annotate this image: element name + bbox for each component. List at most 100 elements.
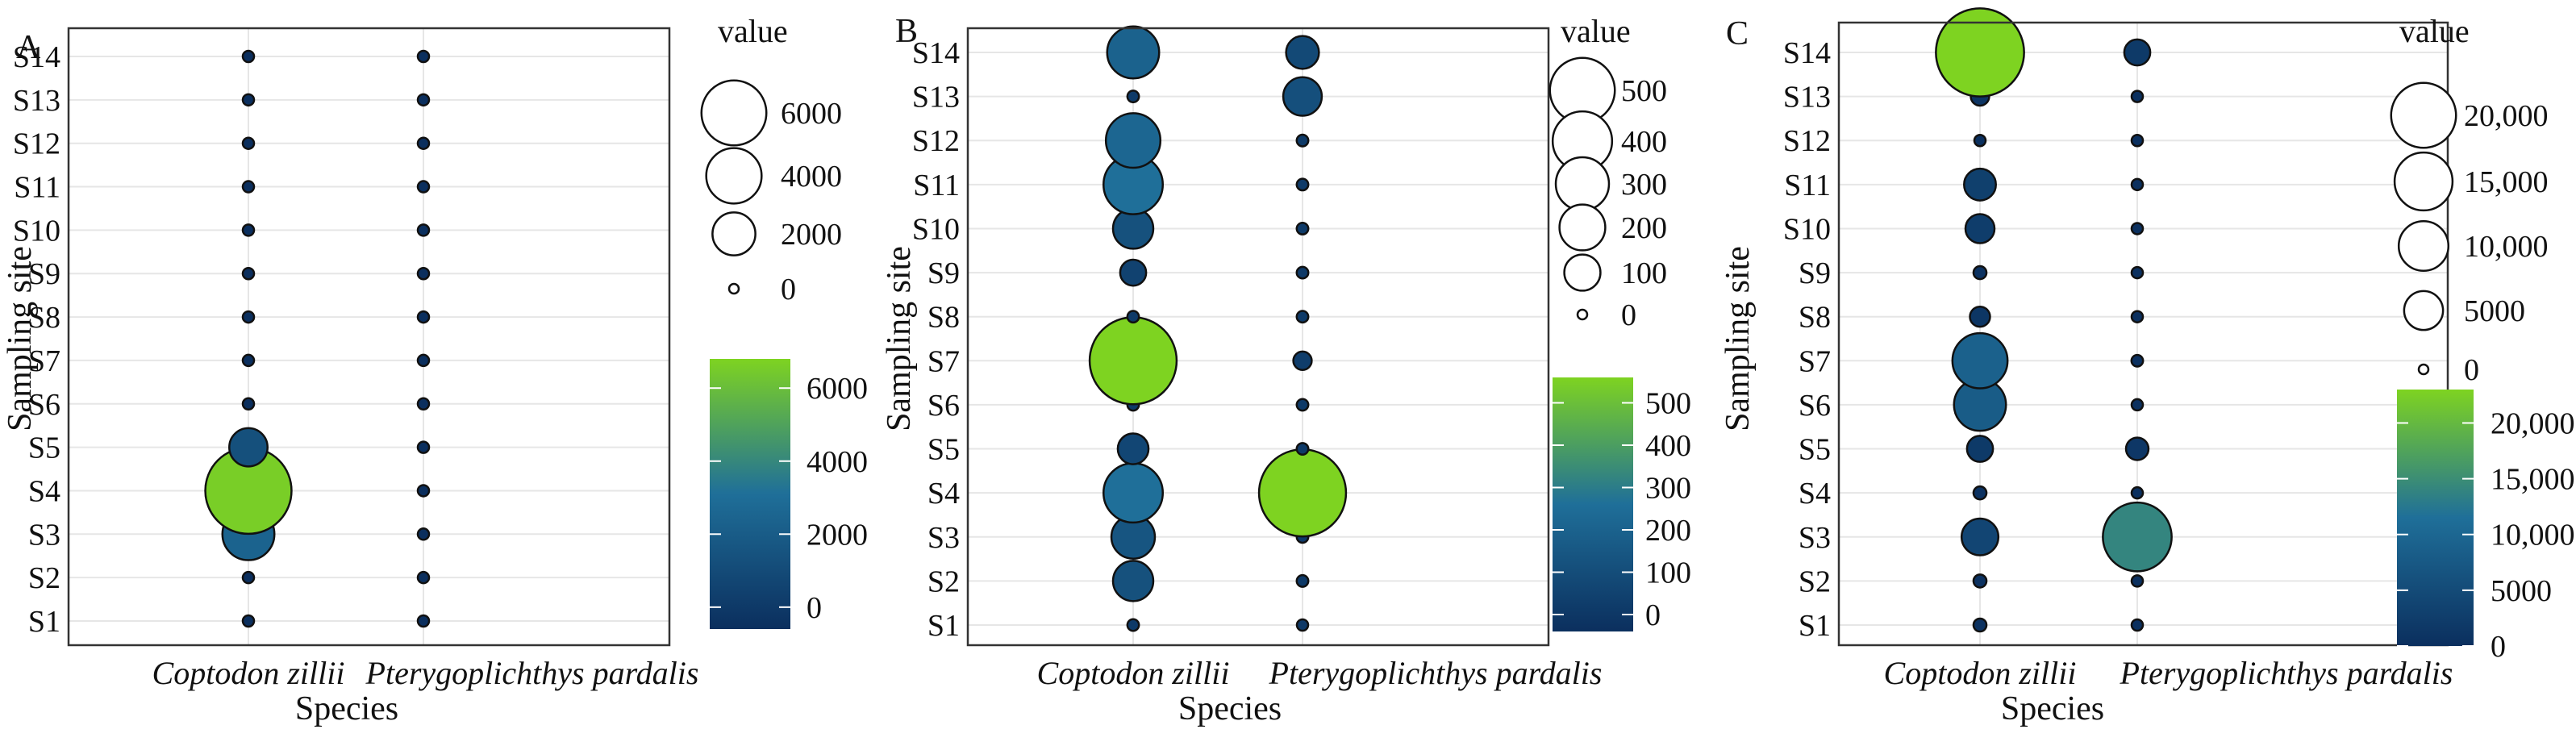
y-axis-title: Sampling site — [881, 246, 918, 431]
colorbar-label: 500 — [1645, 387, 1691, 421]
data-point — [416, 397, 431, 411]
colorbar-label: 0 — [807, 591, 822, 625]
y-tick-label: S13 — [912, 81, 960, 115]
data-point — [228, 427, 269, 468]
y-tick-label: S9 — [927, 256, 960, 290]
data-point — [416, 223, 431, 237]
legend-size-circle — [2417, 363, 2430, 376]
legend-size-circle — [705, 147, 763, 205]
data-point — [416, 266, 431, 281]
data-point — [1292, 350, 1313, 371]
data-point — [1295, 177, 1310, 192]
y-tick-label: S7 — [1799, 344, 1831, 378]
data-point — [1104, 112, 1162, 169]
legend-size-circle — [1576, 308, 1589, 321]
y-tick-label: S3 — [1799, 521, 1831, 555]
data-point — [1295, 618, 1310, 632]
data-point — [2130, 353, 2145, 368]
colorbar-label: 5000 — [2491, 574, 2552, 608]
data-point — [1973, 133, 1987, 148]
y-tick-label: S12 — [1783, 124, 1831, 158]
panel-C: S1 S2 S3 S4 S5 S6 S7 S8 S9 S10 S11 S12 S13 S14 Coptodo… — [1719, 7, 2575, 727]
colorbar — [2397, 390, 2474, 646]
legend-size-circle — [1554, 156, 1611, 212]
data-point — [1295, 442, 1310, 456]
data-point — [241, 266, 256, 281]
y-tick-label: S7 — [927, 344, 960, 378]
data-point — [241, 223, 256, 237]
data-point — [1295, 222, 1310, 235]
y-tick-label: S4 — [28, 474, 60, 508]
colorbar-label: 2000 — [807, 518, 868, 552]
data-point — [1965, 435, 1995, 463]
panel-B: S1 S2 S3 S4 S5 S6 S7 S8 S9 S10 S11 S12 S13 S14 Coptodo… — [881, 13, 1691, 727]
legend-size-label: 0 — [2464, 353, 2479, 387]
data-point — [241, 93, 256, 107]
data-point — [416, 440, 431, 454]
data-point — [1935, 7, 2025, 98]
y-tick-label: S14 — [13, 40, 60, 74]
data-point — [1126, 310, 1140, 324]
data-point — [241, 570, 256, 585]
x-tick-label: Coptodon zillii — [1037, 655, 1230, 691]
legend-title: value — [1561, 13, 1631, 49]
colorbar-label: 100 — [1645, 556, 1691, 590]
y-tick-label: S13 — [13, 84, 60, 118]
legend-title: value — [718, 13, 788, 49]
y-axis-title: Sampling site — [1719, 246, 1757, 431]
data-point — [241, 353, 256, 368]
y-tick-label: S5 — [927, 433, 960, 467]
x-tick-label: Coptodon zillii — [152, 655, 345, 691]
y-tick-label: S5 — [1799, 433, 1831, 467]
y-tick-label: S12 — [13, 127, 60, 161]
data-point — [1111, 560, 1155, 602]
y-tick-label: S1 — [28, 605, 60, 639]
y-tick-label: S11 — [1784, 169, 1831, 202]
x-tick-label: Pterygoplichthys pardalis — [1269, 655, 1603, 691]
data-point — [2130, 486, 2145, 500]
panel-label: B — [895, 13, 918, 50]
colorbar-label: 400 — [1645, 429, 1691, 463]
data-point — [1951, 331, 2009, 390]
data-point — [416, 93, 431, 107]
legend-size-label: 0 — [781, 273, 796, 306]
y-tick-label: S9 — [28, 257, 60, 291]
y-axis-title: Sampling site — [2, 246, 39, 431]
y-tick-label: S10 — [13, 214, 60, 248]
data-point — [1972, 573, 1988, 589]
y-tick-label: S13 — [1783, 81, 1831, 115]
legend-size-circle — [1558, 203, 1607, 252]
data-point — [1103, 462, 1164, 524]
panel-label: C — [1726, 15, 1749, 52]
data-point — [2130, 398, 2145, 412]
data-point — [1126, 90, 1140, 104]
y-tick-label: S8 — [28, 301, 60, 335]
data-point — [1119, 258, 1148, 287]
data-point — [1295, 398, 1310, 412]
data-point — [241, 397, 256, 411]
colorbar-label: 10,000 — [2491, 519, 2575, 552]
panel-A: S1 S2 S3 S4 S5 S6 S7 S8 S9 S10 S11 S12 S13 S14 Coptodo… — [2, 13, 868, 727]
data-point — [1960, 517, 2000, 556]
y-tick-label: S10 — [912, 212, 960, 246]
data-point — [2124, 436, 2150, 461]
colorbar-label: 6000 — [807, 372, 868, 406]
legend-size-label: 100 — [1621, 256, 1667, 290]
y-tick-label: S11 — [913, 169, 960, 202]
colorbar-label: 0 — [1645, 598, 1661, 632]
data-point — [2123, 38, 2152, 67]
legend-size-label: 2000 — [781, 218, 842, 252]
y-tick-label: S12 — [912, 124, 960, 158]
y-tick-label: S5 — [28, 431, 60, 465]
data-point — [1963, 167, 1997, 202]
y-tick-label: S7 — [28, 344, 60, 378]
y-tick-label: S4 — [1799, 477, 1831, 511]
legend-size-label: 200 — [1621, 211, 1667, 245]
legend-size-circle — [1563, 253, 1602, 292]
data-point — [1295, 265, 1310, 280]
x-axis-title: Species — [1178, 690, 1282, 727]
legend-size-circle — [2397, 219, 2450, 273]
data-point — [2130, 222, 2145, 235]
data-point — [1972, 485, 1988, 501]
